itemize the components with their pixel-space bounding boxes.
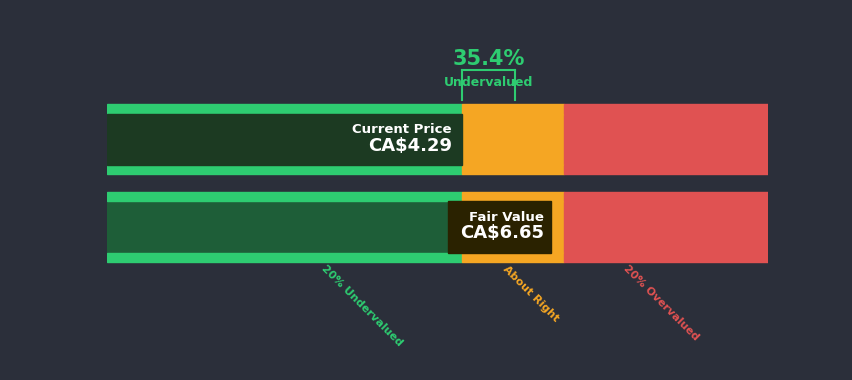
Text: CA$6.65: CA$6.65 [460, 225, 544, 242]
Bar [106, 114, 461, 165]
Bar [563, 165, 767, 174]
Text: 35.4%: 35.4% [452, 49, 524, 69]
Bar [106, 253, 461, 262]
Bar [563, 192, 767, 201]
Bar [461, 201, 563, 253]
Text: Current Price: Current Price [352, 124, 452, 136]
Bar [461, 114, 563, 165]
Text: About Right: About Right [500, 263, 560, 323]
Bar [563, 253, 767, 262]
Bar [106, 114, 461, 165]
Bar [461, 253, 563, 262]
Bar [563, 104, 767, 114]
Bar [106, 165, 461, 174]
Text: Fair Value: Fair Value [469, 211, 544, 224]
Bar [461, 165, 563, 174]
Bar [563, 201, 767, 253]
Text: Undervalued: Undervalued [443, 76, 532, 90]
Text: CA$4.29: CA$4.29 [367, 137, 452, 155]
Bar [106, 192, 461, 201]
Bar [461, 192, 563, 201]
Bar [106, 201, 461, 253]
Bar [563, 114, 767, 165]
Bar [106, 104, 461, 114]
Text: 20% Undervalued: 20% Undervalued [320, 263, 404, 348]
Bar [461, 104, 563, 114]
Text: 20% Overvalued: 20% Overvalued [620, 263, 699, 342]
Bar [448, 201, 550, 253]
